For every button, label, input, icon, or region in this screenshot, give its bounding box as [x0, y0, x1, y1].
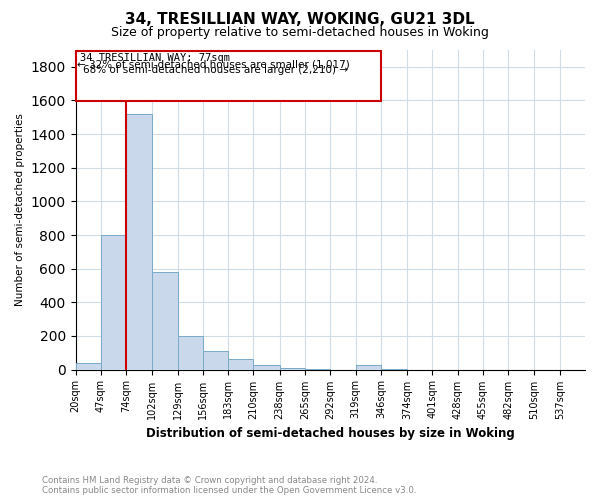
Bar: [76, 363, 101, 370]
Bar: [253, 366, 280, 370]
Text: 34, TRESILLIAN WAY, WOKING, GU21 3DL: 34, TRESILLIAN WAY, WOKING, GU21 3DL: [125, 12, 475, 28]
FancyBboxPatch shape: [76, 51, 381, 102]
Text: Contains HM Land Registry data © Crown copyright and database right 2024.: Contains HM Land Registry data © Crown c…: [42, 476, 377, 485]
Bar: [381, 369, 407, 370]
Bar: [101, 235, 126, 370]
Text: Size of property relative to semi-detached houses in Woking: Size of property relative to semi-detach…: [111, 26, 489, 39]
Bar: [152, 272, 178, 370]
Bar: [178, 336, 203, 370]
Text: 34 TRESILLIAN WAY: 77sqm: 34 TRESILLIAN WAY: 77sqm: [80, 53, 230, 63]
Text: ← 32% of semi-detached houses are smaller (1,017): ← 32% of semi-detached houses are smalle…: [77, 60, 350, 70]
Bar: [305, 368, 330, 370]
Text: 68% of semi-detached houses are larger (2,210) →: 68% of semi-detached houses are larger (…: [83, 65, 348, 75]
Y-axis label: Number of semi-detached properties: Number of semi-detached properties: [15, 114, 25, 306]
Bar: [126, 114, 152, 370]
Text: Contains public sector information licensed under the Open Government Licence v3: Contains public sector information licen…: [42, 486, 416, 495]
Bar: [280, 368, 305, 370]
Bar: [228, 358, 253, 370]
Bar: [203, 351, 228, 370]
X-axis label: Distribution of semi-detached houses by size in Woking: Distribution of semi-detached houses by …: [146, 427, 515, 440]
Bar: [356, 366, 381, 370]
